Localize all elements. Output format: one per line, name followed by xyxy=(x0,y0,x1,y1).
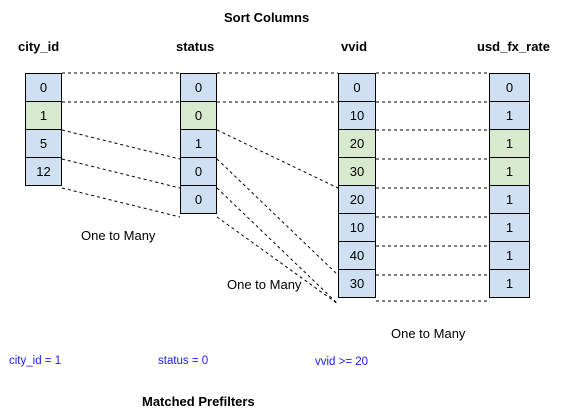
usd-fx-rate-cell: 1 xyxy=(489,185,530,214)
vvid-header: vvid xyxy=(341,39,368,54)
usd-fx-rate-cell: 0 xyxy=(489,73,530,102)
usd-fx-rate-cell: 1 xyxy=(489,241,530,270)
status-cell: 0 xyxy=(180,73,217,102)
status-cell: 1 xyxy=(180,129,217,158)
city-id-column: 0 1 5 12 xyxy=(25,73,62,186)
usd-fx-rate-cell: 1 xyxy=(489,213,530,242)
vvid-cell: 0 xyxy=(338,73,376,102)
vvid-cell: 10 xyxy=(338,101,376,130)
dashed-connector xyxy=(61,158,181,189)
vvid-prefilter: vvid >= 20 xyxy=(315,356,369,368)
diagram-title: Sort Columns xyxy=(224,10,310,25)
vvid-cell: 30 xyxy=(338,157,376,186)
usd-fx-rate-cell: 1 xyxy=(489,101,530,130)
vvid-column: 0 10 20 30 20 10 40 30 xyxy=(338,73,376,298)
city-id-header: city_id xyxy=(18,39,60,54)
usd-fx-rate-cell: 1 xyxy=(489,157,530,186)
vvid-cell: 20 xyxy=(338,185,376,214)
status-cell: 0 xyxy=(180,185,217,214)
one-to-many-label-2: One to Many xyxy=(227,277,302,292)
dashed-connector xyxy=(61,129,181,160)
vvid-cell: 10 xyxy=(338,213,376,242)
city-id-prefilter: city_id = 1 xyxy=(9,355,62,367)
one-to-many-label-3: One to Many xyxy=(391,326,466,341)
dashed-connector xyxy=(61,187,181,218)
dashed-connector xyxy=(216,187,339,305)
usd-fx-rate-cell: 1 xyxy=(489,129,530,158)
city-id-cell: 1 xyxy=(25,101,62,130)
dashed-connector xyxy=(216,216,339,305)
matched-prefilters-caption: Matched Prefilters xyxy=(142,394,255,409)
status-cell: 0 xyxy=(180,101,217,130)
vvid-cell: 30 xyxy=(338,269,376,298)
vvid-cell: 20 xyxy=(338,129,376,158)
city-id-cell: 12 xyxy=(25,157,62,186)
dashed-connector xyxy=(216,158,339,276)
dashed-connector xyxy=(216,129,339,189)
vvid-cell: 40 xyxy=(338,241,376,270)
one-to-many-label-1: One to Many xyxy=(81,228,156,243)
status-cell: 0 xyxy=(180,157,217,186)
usd-fx-rate-cell: 1 xyxy=(489,269,530,298)
status-header: status xyxy=(176,39,215,54)
city-id-cell: 5 xyxy=(25,129,62,158)
status-prefilter: status = 0 xyxy=(158,355,209,367)
city-id-cell: 0 xyxy=(25,73,62,102)
usd-fx-rate-header: usd_fx_rate xyxy=(477,39,550,54)
